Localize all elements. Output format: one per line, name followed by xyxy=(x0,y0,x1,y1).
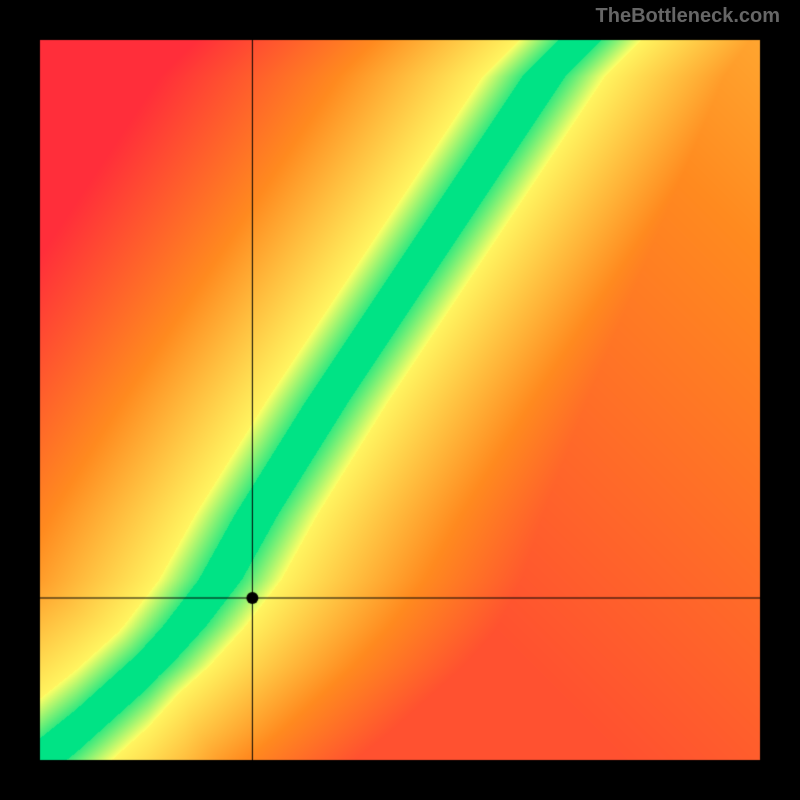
bottleneck-heatmap xyxy=(0,0,800,800)
chart-container: TheBottleneck.com xyxy=(0,0,800,800)
watermark-text: TheBottleneck.com xyxy=(596,5,780,28)
